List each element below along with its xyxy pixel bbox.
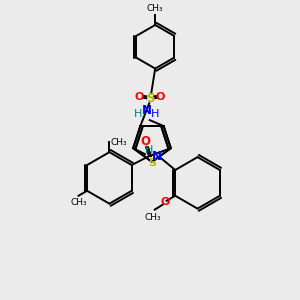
Text: N: N [142, 104, 152, 117]
Text: CH₃: CH₃ [145, 213, 161, 222]
Text: H: H [134, 109, 142, 119]
Text: CH₃: CH₃ [147, 4, 164, 13]
Text: O: O [140, 135, 150, 148]
Text: N: N [152, 150, 162, 163]
Text: CH₃: CH₃ [110, 138, 127, 147]
Text: H: H [145, 145, 153, 155]
Text: O: O [135, 92, 144, 102]
Text: CH₃: CH₃ [70, 198, 87, 207]
Text: H: H [151, 109, 159, 119]
Text: O: O [161, 197, 170, 207]
Text: O: O [155, 92, 165, 102]
Text: S: S [148, 158, 156, 168]
Text: S: S [146, 92, 154, 105]
